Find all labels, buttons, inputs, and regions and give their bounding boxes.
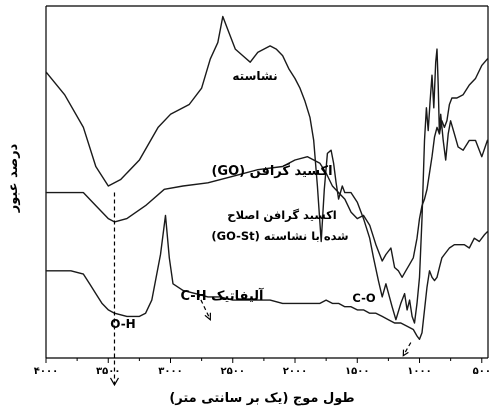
x-tick-label-7: ۵۰۰ bbox=[473, 366, 491, 377]
oh-marker-arrowhead bbox=[109, 377, 119, 387]
x-tick-label-5: ۱۵۰۰ bbox=[345, 366, 369, 377]
x-axis-ticks: ۴۰۰۰ ۳۵۰۰ ۳۰۰۰ ۲۵۰۰ ۲۰۰۰ ۱۵۰۰ ۱۰۰۰ ۵۰۰ bbox=[34, 358, 491, 377]
x-tick-label-3: ۲۵۰۰ bbox=[221, 366, 245, 377]
annotation-ch-label: آلیفاتیک C-H bbox=[180, 287, 264, 304]
co-marker-line bbox=[402, 342, 412, 356]
co-marker-arrowhead bbox=[402, 349, 409, 357]
x-tick-label-2: ۳۰۰۰ bbox=[158, 366, 182, 377]
series-line-go bbox=[45, 58, 489, 278]
annotation-gost-label-1: اکسید گرافن اصلاح bbox=[227, 208, 336, 222]
annotation-go-label: اکسید گرافن (GO) bbox=[211, 163, 332, 179]
annotation-starch-label: نشاسته bbox=[232, 69, 277, 83]
y-axis-title: درصد عبور bbox=[6, 143, 21, 213]
chart-annotations: نشاسته اکسید گرافن (GO) اکسید گرافن اصلاح ش… bbox=[110, 69, 376, 331]
annotation-oh-label: O-H bbox=[110, 317, 135, 331]
x-tick-label-0: ۴۰۰۰ bbox=[34, 366, 58, 377]
x-tick-label-6: ۱۰۰۰ bbox=[407, 366, 431, 377]
chart-markers bbox=[109, 192, 412, 387]
ch-marker-line bbox=[197, 293, 211, 320]
ch-marker-arrowhead bbox=[204, 312, 211, 321]
chart-series bbox=[45, 15, 489, 340]
annotation-gost-label-2: شده با نشاسته (GO-St) bbox=[211, 229, 348, 243]
series-line-go-st bbox=[45, 214, 489, 340]
chart-axes bbox=[45, 5, 489, 359]
series-line-starch bbox=[45, 15, 489, 324]
annotation-co-label: C-O bbox=[352, 291, 375, 305]
x-tick-label-1: ۳۵۰۰ bbox=[96, 366, 120, 377]
x-tick-label-4: ۲۰۰۰ bbox=[283, 366, 307, 377]
x-axis-title: طول موج (یک بر سانتی متر) bbox=[169, 391, 354, 406]
